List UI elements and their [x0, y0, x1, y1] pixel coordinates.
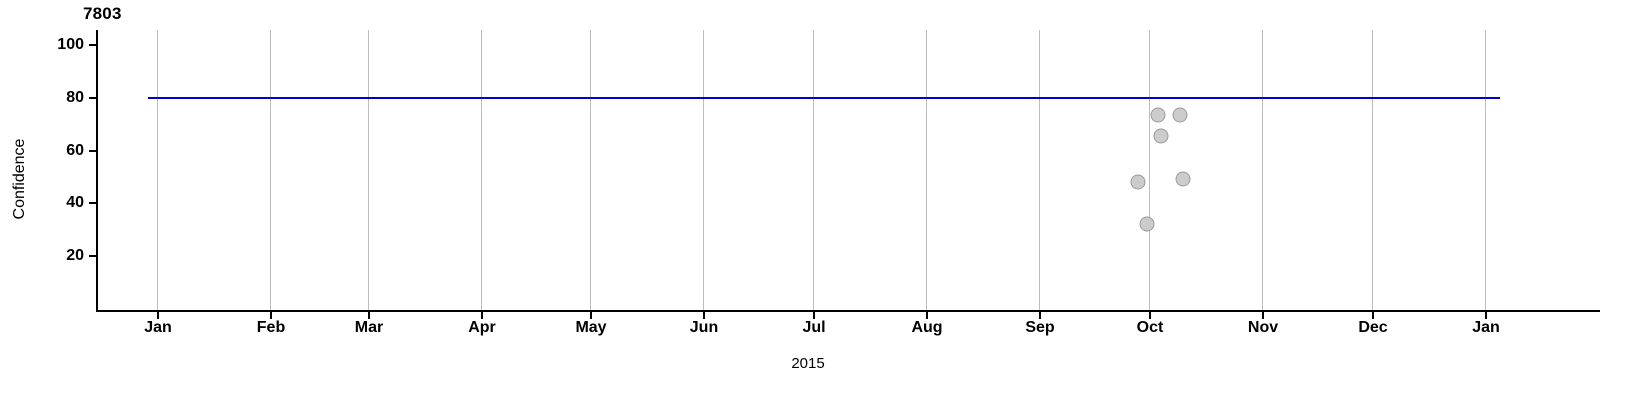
x-tick-mar	[368, 311, 370, 319]
y-tick-label-40: 40	[66, 194, 84, 211]
gridline-mar	[368, 30, 369, 310]
gridline-aug	[926, 30, 927, 310]
data-point[interactable]	[1172, 107, 1188, 123]
x-tick-label-nov: Nov	[1247, 319, 1279, 336]
x-tick-label-feb: Feb	[256, 319, 286, 336]
x-axis-title: 2015	[0, 355, 1650, 372]
x-tick-label-sep: Sep	[1025, 319, 1055, 336]
data-point[interactable]	[1130, 174, 1146, 190]
y-tick-label-60: 60	[66, 142, 84, 159]
y-tick-80	[89, 97, 96, 99]
x-tick-jan2	[1485, 311, 1487, 319]
x-tick-nov	[1262, 311, 1264, 319]
gridline-nov	[1262, 30, 1263, 310]
x-tick-dec	[1372, 311, 1374, 319]
x-tick-label-oct: Oct	[1136, 319, 1164, 336]
y-tick-60	[89, 150, 96, 152]
gridline-may	[590, 30, 591, 310]
x-tick-oct	[1149, 311, 1151, 319]
y-tick-100	[89, 44, 96, 46]
panel-title: 7803	[83, 4, 122, 23]
y-tick-label-80: 80	[66, 89, 84, 106]
x-tick-feb	[270, 311, 272, 319]
x-tick-sep	[1039, 311, 1041, 319]
threshold-reference-line	[148, 97, 1500, 99]
y-axis-title: Confidence	[11, 138, 28, 220]
y-tick-label-100: 100	[57, 36, 84, 53]
x-tick-label-jul: Jul	[802, 319, 826, 336]
data-point[interactable]	[1175, 171, 1191, 187]
gridline-oct	[1149, 30, 1150, 310]
gridline-sep	[1039, 30, 1040, 310]
y-tick-20	[89, 255, 96, 257]
data-point[interactable]	[1153, 128, 1169, 144]
gridline-dec	[1372, 30, 1373, 310]
data-point[interactable]	[1150, 107, 1166, 123]
x-tick-label-jun: Jun	[689, 319, 719, 336]
gridline-apr	[481, 30, 482, 310]
x-tick-label-jan: Jan	[144, 319, 172, 336]
x-tick-label-jan2: Jan	[1472, 319, 1500, 336]
gridline-jun	[703, 30, 704, 310]
x-tick-may	[590, 311, 592, 319]
x-tick-label-dec: Dec	[1358, 319, 1388, 336]
y-axis-line	[96, 30, 98, 312]
gridline-jul	[813, 30, 814, 310]
x-tick-aug	[926, 311, 928, 319]
x-axis-title-text: 2015	[791, 355, 825, 372]
gridline-feb	[270, 30, 271, 310]
x-tick-jul	[813, 311, 815, 319]
x-tick-label-mar: Mar	[354, 319, 384, 336]
y-tick-40	[89, 202, 96, 204]
x-tick-label-may: May	[575, 319, 607, 336]
gridline-jan	[157, 30, 158, 310]
x-tick-jan	[157, 311, 159, 319]
x-tick-jun	[703, 311, 705, 319]
x-axis-line	[96, 310, 1600, 312]
gridline-jan2	[1485, 30, 1486, 310]
x-tick-label-apr: Apr	[468, 319, 496, 336]
data-point[interactable]	[1139, 216, 1155, 232]
x-tick-apr	[481, 311, 483, 319]
y-tick-label-20: 20	[66, 247, 84, 264]
x-tick-label-aug: Aug	[911, 319, 943, 336]
